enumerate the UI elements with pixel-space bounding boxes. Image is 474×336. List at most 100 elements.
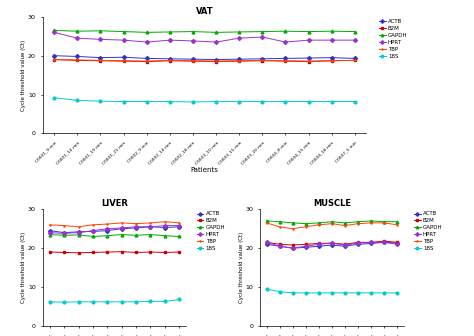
ACTB [355, 242, 361, 246]
Line: 18S: 18S [53, 96, 356, 103]
B2M [342, 242, 348, 246]
Line: TBP: TBP [48, 220, 181, 228]
X-axis label: Patients: Patients [191, 167, 219, 173]
TBP [104, 222, 110, 226]
HPRT [167, 38, 173, 42]
TBP [74, 58, 80, 62]
GAPDH [76, 233, 82, 237]
ACTB [104, 228, 110, 233]
GAPDH [306, 30, 311, 34]
HPRT [329, 241, 335, 245]
HPRT [147, 225, 153, 229]
Line: TBP: TBP [265, 221, 399, 230]
18S [190, 100, 196, 104]
GAPDH [355, 220, 361, 224]
TBP [381, 221, 387, 225]
B2M [61, 250, 67, 254]
Line: B2M: B2M [53, 58, 356, 63]
TBP [167, 58, 173, 62]
ACTB [306, 56, 311, 60]
B2M [259, 59, 265, 63]
TBP [303, 225, 309, 229]
HPRT [352, 38, 358, 42]
Y-axis label: Cycle threshold value (Ct): Cycle threshold value (Ct) [21, 232, 27, 303]
18S [98, 99, 103, 103]
B2M [144, 59, 150, 64]
GAPDH [381, 220, 387, 224]
GAPDH [316, 221, 322, 225]
ACTB [51, 54, 57, 58]
ACTB [352, 56, 358, 60]
B2M [213, 59, 219, 64]
ACTB [167, 57, 173, 61]
GAPDH [259, 30, 265, 34]
TBP [290, 227, 295, 231]
GAPDH [342, 221, 348, 225]
GAPDH [303, 222, 309, 226]
TBP [76, 225, 82, 229]
GAPDH [90, 235, 96, 239]
TBP [259, 58, 265, 62]
GAPDH [394, 220, 400, 224]
18S [329, 291, 335, 295]
GAPDH [277, 220, 283, 224]
GAPDH [61, 233, 67, 237]
18S [277, 290, 283, 294]
18S [167, 99, 173, 103]
HPRT [74, 36, 80, 40]
ACTB [259, 57, 265, 61]
TBP [98, 58, 103, 62]
18S [290, 291, 295, 295]
HPRT [277, 244, 283, 248]
18S [147, 299, 153, 303]
ACTB [264, 242, 269, 246]
GAPDH [176, 235, 182, 239]
HPRT [190, 39, 196, 43]
GAPDH [121, 30, 127, 34]
B2M [104, 250, 110, 254]
B2M [277, 242, 283, 246]
ACTB [237, 57, 242, 61]
ACTB [329, 243, 335, 247]
Line: ACTB: ACTB [265, 241, 399, 250]
HPRT [47, 230, 53, 235]
B2M [352, 58, 358, 62]
B2M [76, 251, 82, 255]
GAPDH [51, 29, 57, 33]
ACTB [190, 57, 196, 61]
Line: ACTB: ACTB [53, 54, 356, 61]
18S [90, 300, 96, 304]
ACTB [277, 244, 283, 248]
TBP [329, 59, 335, 63]
B2M [329, 59, 335, 63]
HPRT [264, 240, 269, 244]
ACTB [162, 225, 168, 229]
ACTB [329, 56, 335, 60]
HPRT [329, 38, 335, 42]
TBP [61, 223, 67, 227]
TBP [329, 222, 335, 226]
GAPDH [144, 30, 150, 34]
B2M [290, 243, 295, 247]
TBP [283, 59, 288, 63]
HPRT [90, 228, 96, 233]
B2M [119, 250, 125, 254]
18S [213, 99, 219, 103]
TBP [144, 59, 150, 63]
ACTB [303, 245, 309, 249]
B2M [176, 250, 182, 254]
ACTB [368, 242, 374, 246]
HPRT [144, 40, 150, 44]
B2M [368, 240, 374, 244]
GAPDH [167, 30, 173, 34]
TBP [162, 220, 168, 224]
ACTB [74, 54, 80, 58]
ACTB [119, 227, 125, 231]
18S [237, 99, 242, 103]
Line: B2M: B2M [265, 240, 399, 246]
Line: HPRT: HPRT [53, 31, 356, 43]
18S [303, 291, 309, 295]
ACTB [98, 56, 103, 60]
TBP [368, 221, 374, 225]
B2M [306, 59, 311, 64]
